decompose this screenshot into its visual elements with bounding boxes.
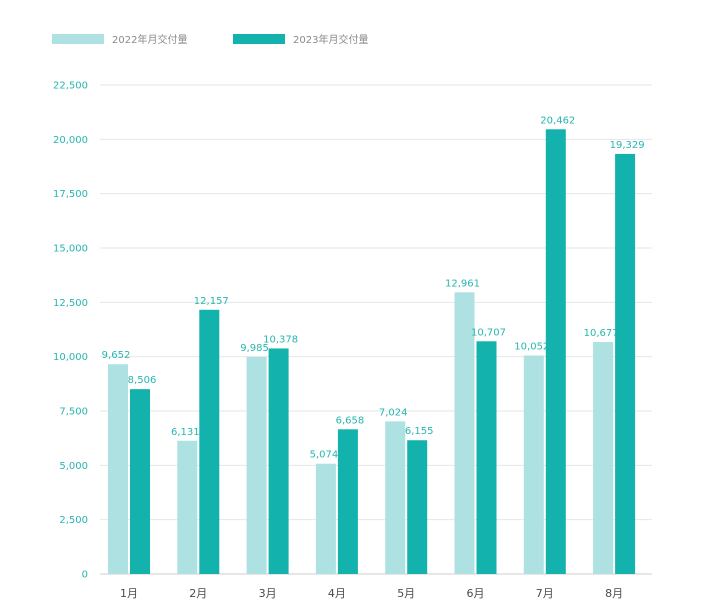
x-tick-label: 3月 [259, 587, 277, 600]
x-tick-label: 4月 [328, 587, 346, 600]
y-axis: 0 2,500 5,000 7,500 10,000 12,500 15,000 17,500… [53, 81, 88, 581]
bar-2023 [407, 440, 428, 574]
data-label: 10,677 [584, 328, 619, 339]
bar-group: 10,677 19,329 [584, 140, 645, 575]
data-label: 9,985 [240, 343, 269, 354]
bar-2023 [130, 389, 150, 574]
data-label: 6,658 [336, 415, 365, 426]
data-label: 6,131 [171, 427, 200, 438]
y-tick-label: 5,000 [59, 461, 88, 472]
y-tick-label: 2,500 [59, 515, 88, 526]
y-tick-label: 22,500 [53, 81, 88, 92]
data-label: 20,462 [540, 115, 575, 126]
data-label: 10,378 [263, 334, 298, 345]
legend-swatch-1 [52, 34, 104, 44]
bar-2022 [523, 355, 544, 574]
x-tick-label: 8月 [605, 587, 623, 600]
bar-2022 [454, 292, 475, 574]
bar-2023 [615, 153, 636, 575]
bar-group: 7,024 6,155 [379, 407, 434, 574]
y-tick-label: 20,000 [53, 135, 88, 146]
data-label: 6,155 [405, 426, 434, 437]
bar-2023 [337, 429, 358, 574]
bar-group: 10,052 20,462 [514, 115, 575, 574]
y-tick-label: 12,500 [53, 298, 88, 309]
bar-2022 [246, 356, 267, 574]
y-tick-label: 7,500 [59, 407, 88, 418]
bar-2022 [108, 364, 128, 574]
bar-group: 12,961 10,707 [445, 278, 506, 574]
x-tick-label: 6月 [467, 587, 485, 600]
bar-2022 [385, 421, 406, 574]
data-label: 19,329 [610, 140, 645, 151]
data-label: 9,652 [102, 350, 131, 361]
legend-swatch-2 [233, 34, 285, 44]
x-tick-label: 5月 [397, 587, 415, 600]
x-axis: 1月 2月 3月 4月 5月 6月 7月 8月 [120, 587, 623, 600]
bar-2023 [545, 129, 566, 574]
bar-2023 [476, 341, 497, 574]
data-label: 7,024 [379, 407, 408, 418]
data-label: 12,157 [194, 296, 229, 307]
y-tick-label: 17,500 [53, 189, 88, 200]
bar-2023 [268, 348, 289, 574]
x-tick-label: 2月 [189, 587, 207, 600]
data-label: 12,961 [445, 278, 480, 289]
legend-label-2: 2023年月交付量 [293, 33, 368, 46]
bar-2022 [593, 341, 614, 574]
data-label: 10,707 [471, 327, 506, 338]
data-label: 10,052 [514, 342, 549, 353]
legend: 2022年月交付量 2023年月交付量 [52, 33, 368, 46]
bar-group: 6,131 12,157 [171, 296, 229, 574]
legend-label-1: 2022年月交付量 [112, 33, 187, 46]
data-label: 5,074 [310, 450, 339, 461]
x-tick-label: 7月 [536, 587, 554, 600]
bar-2023 [199, 309, 220, 574]
y-tick-label: 10,000 [53, 352, 88, 363]
data-label: 8,506 [128, 375, 157, 386]
y-tick-label: 0 [82, 570, 88, 581]
x-tick-label: 1月 [120, 587, 138, 600]
bar-2022 [177, 440, 198, 574]
bar-group: 9,652 8,506 [102, 350, 157, 574]
bar-group: 5,074 6,658 [310, 415, 365, 574]
y-tick-label: 15,000 [53, 244, 88, 255]
bar-2022 [315, 463, 336, 574]
